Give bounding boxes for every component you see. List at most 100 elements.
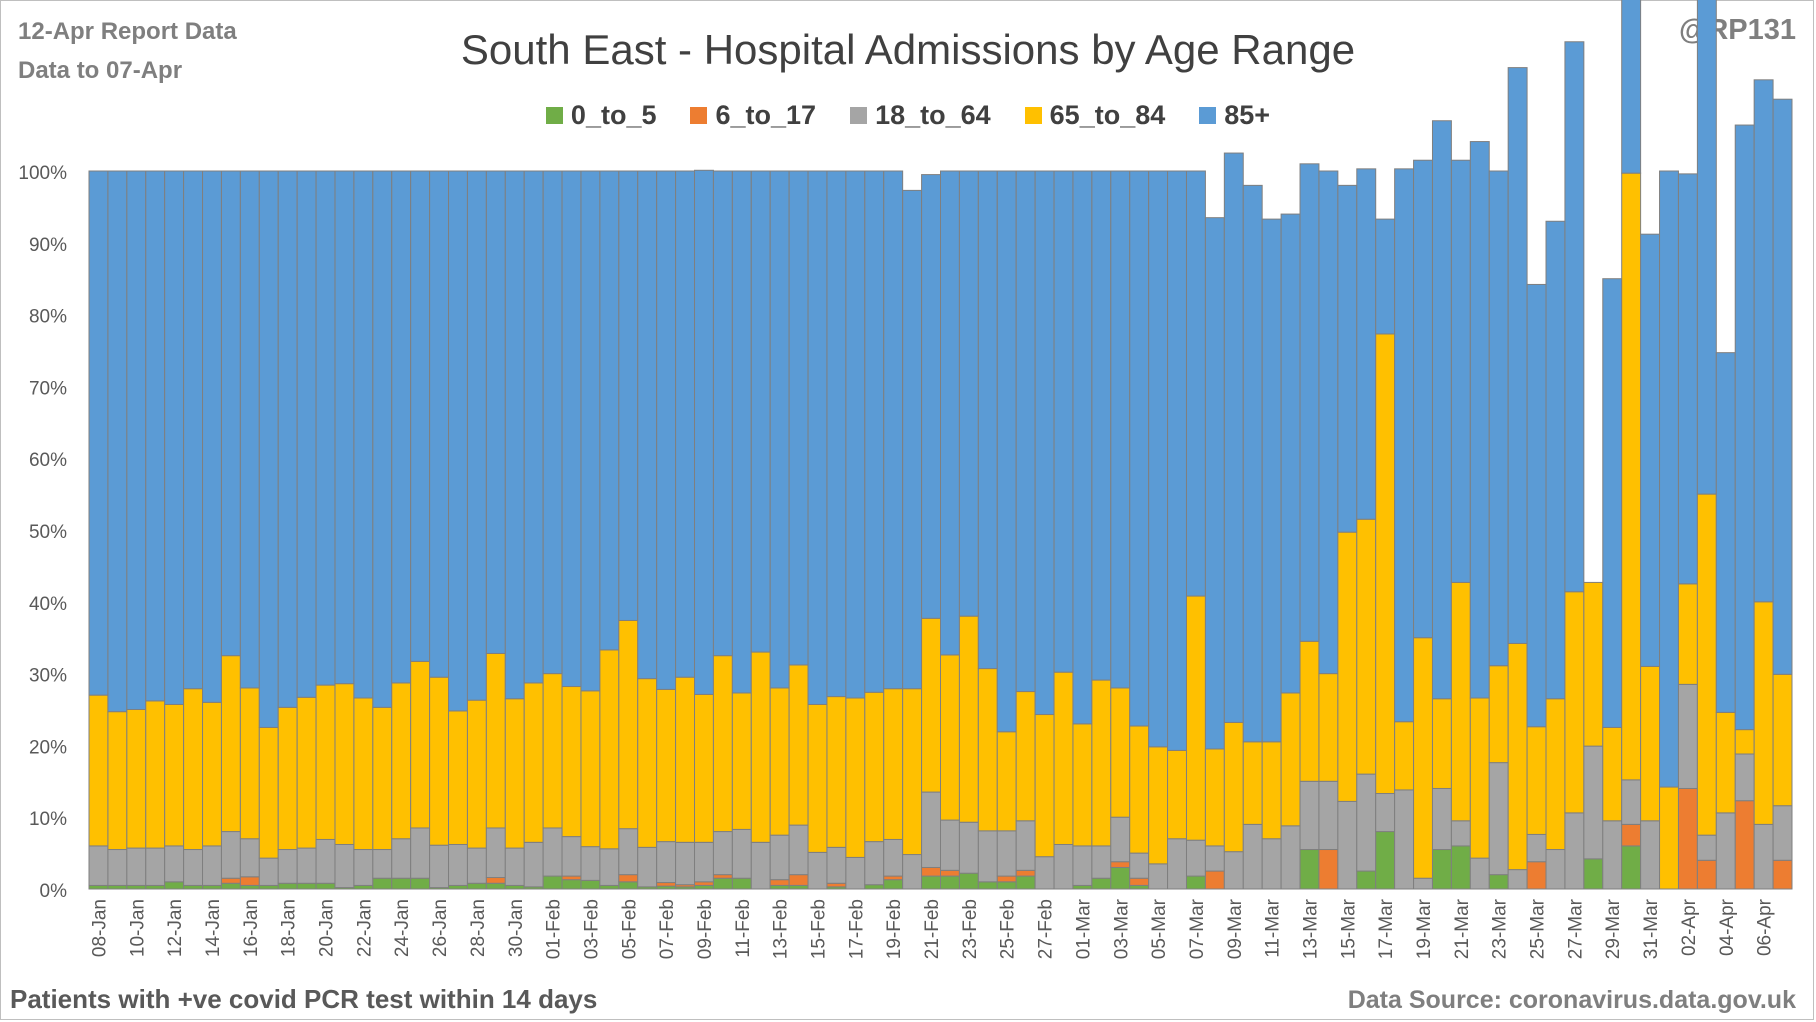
bar-segment: [202, 701, 222, 847]
report-info: 12-Apr Report Data Data to 07-Apr: [18, 12, 237, 90]
bar-segment: [977, 668, 998, 832]
x-tick-label: 23-Feb: [960, 899, 981, 959]
bar-segment: [1148, 170, 1169, 748]
y-tick-label: 0%: [40, 881, 68, 902]
bar-segment: [145, 170, 166, 702]
bar-segment: [410, 660, 431, 829]
legend-item-65-to-84: 65_to_84: [1024, 100, 1166, 131]
bar-segment: [220, 170, 241, 657]
bar-segment: [1413, 159, 1433, 639]
bar-segment: [1204, 870, 1225, 890]
bar-segment: [1034, 170, 1055, 716]
bar-segment: [126, 709, 147, 849]
bar-segment: [637, 846, 658, 888]
bar-segment: [1621, 823, 1642, 847]
bar-segment: [712, 831, 733, 876]
bar-segment: [1564, 41, 1585, 593]
bar-segment: [1545, 849, 1566, 890]
bar-segment: [731, 828, 752, 879]
bar-segment: [1488, 170, 1509, 667]
bar-segment: [126, 170, 147, 710]
bar-segment: [107, 170, 128, 713]
bar-segment: [1677, 583, 1698, 685]
bar-segment: [523, 170, 544, 684]
x-tick-label: 09-Mar: [1225, 898, 1246, 959]
x-tick-label: 21-Feb: [922, 899, 943, 959]
bar-segment: [1299, 640, 1320, 782]
bar-segment: [1129, 170, 1150, 727]
bar-segment: [410, 170, 431, 662]
x-tick-label: 11-Feb: [733, 899, 754, 958]
bar-segment: [1091, 845, 1112, 879]
bar-segment: [391, 682, 412, 840]
bar-segment: [788, 874, 809, 886]
bar-segment: [694, 841, 714, 883]
legend-label: 65_to_84: [1049, 100, 1166, 130]
bar-segment: [220, 882, 241, 890]
bar-segment: [694, 884, 714, 890]
bar-segment: [769, 879, 790, 886]
bar-segment: [1015, 170, 1036, 693]
bar-segment: [1677, 173, 1698, 585]
legend-label: 85+: [1224, 100, 1271, 130]
bar-segment: [504, 884, 525, 890]
bar-segment: [296, 847, 317, 884]
bar-segment: [1545, 220, 1566, 700]
bar-segment: [1450, 845, 1471, 890]
x-tick-label: 01-Feb: [544, 899, 565, 959]
bar-segment: [1356, 870, 1377, 890]
bar-segment: [1469, 141, 1490, 699]
x-tick-label: 07-Feb: [657, 899, 678, 959]
bar-segment: [107, 711, 128, 851]
bar-segment: [466, 170, 487, 701]
bar-segment: [1640, 233, 1661, 667]
bar-segment: [485, 877, 506, 884]
bar-segment: [1318, 170, 1339, 675]
bar-segment: [1299, 163, 1320, 642]
bar-segment: [88, 884, 109, 890]
bar-segment: [1507, 869, 1528, 890]
bar-segment: [1318, 849, 1339, 890]
y-tick-label: 90%: [29, 235, 67, 256]
x-tick-label: 28-Jan: [468, 899, 489, 957]
bar-segment: [1110, 866, 1131, 890]
bar-segment: [391, 170, 412, 684]
bar-segment: [902, 189, 923, 690]
bar-segment: [1621, 779, 1642, 825]
bar-segment: [883, 688, 904, 840]
x-tick-label: 27-Mar: [1565, 898, 1586, 959]
bar-segment: [391, 877, 412, 890]
bar-segment: [1015, 691, 1036, 822]
bar-segment: [769, 834, 790, 881]
bar-segment: [523, 682, 544, 843]
bar-segment: [656, 688, 677, 843]
bar-segment: [1431, 120, 1452, 700]
bar-segment: [1375, 218, 1396, 335]
bar-segment: [504, 170, 525, 700]
bar-segment: [1640, 820, 1661, 890]
bar-segment: [1091, 679, 1112, 847]
bar-segment: [1204, 845, 1225, 872]
bar-segment: [1753, 823, 1774, 890]
bar-segment: [183, 688, 204, 851]
bar-segment: [883, 875, 904, 881]
bar-segment: [1753, 79, 1774, 603]
bar-segment: [88, 170, 109, 696]
x-tick-label: 26-Jan: [430, 899, 451, 957]
bar-segment: [1583, 581, 1604, 747]
bar-segment: [239, 170, 260, 689]
bar-segment: [523, 841, 544, 888]
bar-segment: [1299, 849, 1320, 890]
bar-segment: [504, 698, 525, 849]
bar-segment: [580, 879, 601, 890]
bar-segment: [1696, 0, 1717, 495]
bar-segment: [1242, 184, 1263, 743]
bar-segment: [883, 170, 904, 690]
bar-segment: [220, 831, 241, 879]
bar-segment: [958, 170, 979, 617]
bar-segment: [977, 170, 998, 670]
bar-segment: [902, 688, 923, 856]
x-tick-label: 02-Apr: [1679, 898, 1700, 956]
bar-segment: [1167, 170, 1187, 751]
